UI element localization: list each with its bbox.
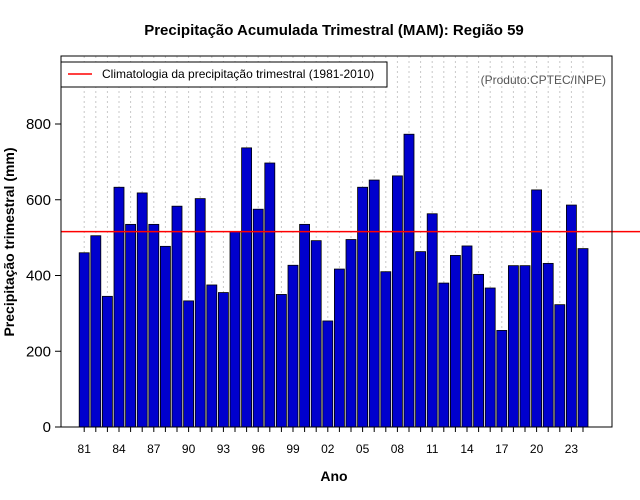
x-tick-label: 84 xyxy=(112,442,126,456)
x-tick-label: 87 xyxy=(147,442,161,456)
bar-2005 xyxy=(357,186,369,428)
bar-2012 xyxy=(438,282,450,428)
legend-label: Climatologia da precipitação trimestral … xyxy=(102,67,374,81)
x-tick-label: 11 xyxy=(426,442,439,456)
bar-1993 xyxy=(217,292,229,428)
bar-2014 xyxy=(461,245,473,428)
y-axis-title: Precipitação trimestral (mm) xyxy=(1,147,17,336)
source-note: (Produto:CPTEC/INPE) xyxy=(481,73,606,87)
bar-1986 xyxy=(136,192,148,428)
y-tick-label: 400 xyxy=(26,268,51,285)
bar-1981 xyxy=(78,252,90,428)
legend: Climatologia da precipitação trimestral … xyxy=(60,61,388,88)
bar-1992 xyxy=(206,284,218,428)
y-tick-label: 0 xyxy=(43,419,51,436)
bar-1985 xyxy=(125,223,136,428)
bar-1984 xyxy=(113,186,125,428)
bar-2001 xyxy=(310,240,322,428)
bar-2023 xyxy=(566,204,577,428)
bar-2021 xyxy=(542,262,554,428)
bar-2006 xyxy=(368,179,380,428)
bar-1988 xyxy=(159,245,171,428)
bar-1991 xyxy=(194,198,206,428)
bar-2002 xyxy=(322,320,334,428)
bar-2010 xyxy=(415,251,427,428)
x-tick-label: 81 xyxy=(78,442,92,456)
bar-1997 xyxy=(264,162,276,428)
x-tick-label: 93 xyxy=(217,442,231,456)
bars xyxy=(78,133,589,428)
bar-2019 xyxy=(519,265,531,428)
bar-2016 xyxy=(484,287,496,428)
bar-1983 xyxy=(102,295,113,428)
bar-1996 xyxy=(252,208,264,428)
bar-2009 xyxy=(403,133,415,428)
bar-2008 xyxy=(391,175,403,428)
bar-2022 xyxy=(554,304,566,428)
bar-1999 xyxy=(287,264,299,428)
x-tick-label: 90 xyxy=(182,442,196,456)
legend-box xyxy=(60,61,388,88)
plot-frame xyxy=(60,55,613,428)
bar-1995 xyxy=(241,147,253,428)
bar-2011 xyxy=(426,213,438,428)
x-axis: 81 84 87 90 93 96 99 02 05 08 11 14 17 20 23 xyxy=(78,427,584,456)
bar-1982 xyxy=(90,235,102,428)
bar-2000 xyxy=(299,223,311,428)
bar-2003 xyxy=(333,268,345,428)
x-tick-label: 02 xyxy=(321,442,335,456)
bar-1987 xyxy=(148,223,160,428)
bar-1989 xyxy=(171,205,183,428)
bar-2024 xyxy=(577,248,589,428)
bar-1994 xyxy=(229,231,241,428)
bar-2013 xyxy=(449,255,461,428)
x-tick-label: 08 xyxy=(391,442,405,456)
bar-2018 xyxy=(507,265,519,428)
y-axis: 0 200 400 600 800 xyxy=(26,116,61,436)
x-tick-label: 05 xyxy=(356,442,370,456)
bar-2004 xyxy=(345,239,357,428)
x-tick-label: 17 xyxy=(495,442,509,456)
bar-2007 xyxy=(380,271,392,428)
bar-1998 xyxy=(275,294,287,428)
y-tick-label: 800 xyxy=(26,116,51,133)
y-tick-label: 200 xyxy=(26,343,51,360)
x-tick-label: 23 xyxy=(565,442,579,456)
x-tick-label: 96 xyxy=(252,442,266,456)
y-tick-label: 600 xyxy=(26,192,51,209)
x-tick-label: 99 xyxy=(286,442,300,456)
x-axis-title: Ano xyxy=(320,468,347,484)
bar-1990 xyxy=(183,300,195,428)
x-tick-label: 14 xyxy=(460,442,474,456)
x-tick-label: 20 xyxy=(530,442,544,456)
chart-title: Precipitação Acumulada Trimestral (MAM):… xyxy=(144,22,524,39)
bar-2020 xyxy=(531,189,542,428)
bar-2017 xyxy=(496,330,508,428)
bar-2015 xyxy=(473,273,485,428)
